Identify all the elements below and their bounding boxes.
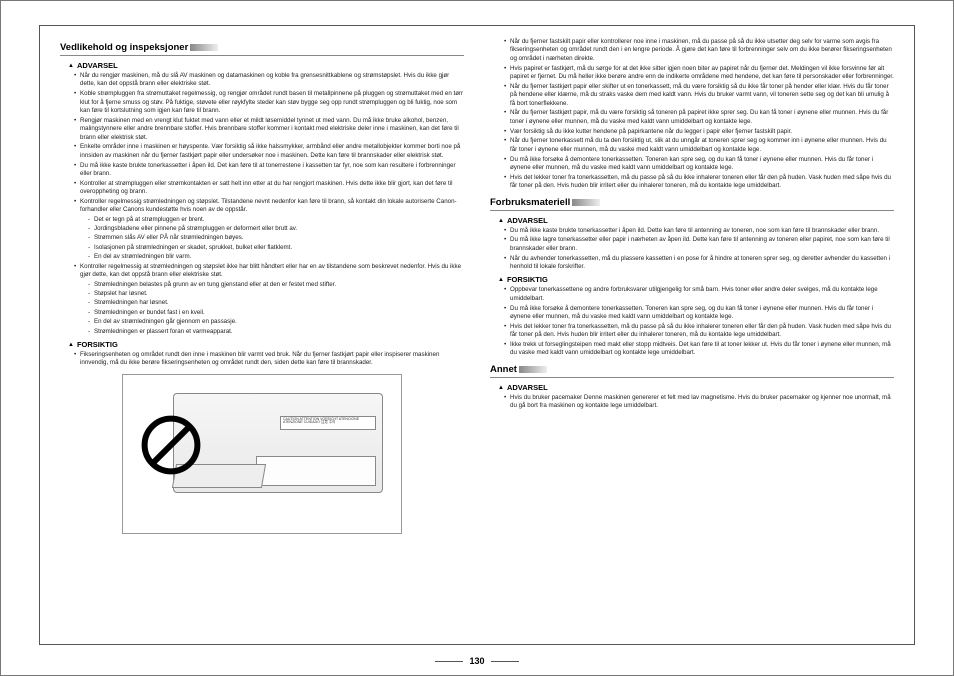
list-item-text: Kontroller regelmessig strømledningen og…: [80, 198, 457, 213]
list-item: Du må ikke kaste brukte tonerkassetter i…: [74, 162, 464, 179]
section-title-maintenance: Vedlikehold og inspeksjoner: [60, 42, 464, 56]
sub-item: En del av strømledningen går gjennom en …: [88, 318, 464, 326]
list-item: Fikseringsenheten og området rundt den i…: [74, 351, 464, 368]
warning-list: Hvis du bruker pacemaker Denne maskinen …: [490, 394, 894, 411]
list-item: Ikke trekk ut forseglingsteipen med makt…: [504, 341, 894, 358]
printer-panel: [256, 456, 376, 486]
list-item: Oppbevar tonerkassettene og andre forbru…: [504, 286, 894, 303]
sub-item: Jordingsbladene eller pinnene på strømpl…: [88, 225, 464, 233]
sub-item: Strømledningen er plassert foran et varm…: [88, 328, 464, 336]
list-item: Rengjør maskinen med en vrengt klut fukt…: [74, 117, 464, 142]
prohibition-icon: [141, 415, 201, 475]
caution-list: Oppbevar tonerkassettene og andre forbru…: [490, 286, 894, 357]
section-title-other: Annet: [490, 364, 894, 378]
warning-heading: ADVARSEL: [498, 216, 894, 225]
continuation-list: Når du fjerner fastskilt papir eller kon…: [490, 38, 894, 191]
title-gradient: [572, 199, 600, 206]
list-item: Koble strømpluggen fra strømuttaket rege…: [74, 90, 464, 115]
list-item: Du må ikke lagre tonerkassetter eller pa…: [504, 236, 894, 253]
list-item: Du må ikke forsøke å demontere tonerkass…: [504, 305, 894, 322]
right-column: Når du fjerner fastskilt papir eller kon…: [490, 36, 894, 638]
left-column: Vedlikehold og inspeksjoner ADVARSEL Når…: [60, 36, 464, 638]
title-gradient: [519, 366, 547, 373]
warning-heading: ADVARSEL: [68, 61, 464, 70]
sub-item: Strømledningen er bundet fast i en kveil…: [88, 309, 464, 317]
list-item: Når du fjerner tonerkassett må du ta den…: [504, 137, 894, 154]
section-title-text: Forbruksmateriell: [490, 197, 570, 208]
printer-body: CAUTION ATTENTION VORSICHT ATENCIONE ATE…: [173, 393, 383, 493]
printer-diagram: CAUTION ATTENTION VORSICHT ATENCIONE ATE…: [122, 374, 402, 534]
section-title-consumables: Forbruksmateriell: [490, 197, 894, 211]
manual-page: Vedlikehold og inspeksjoner ADVARSEL Når…: [0, 0, 954, 676]
caution-list: Fikseringsenheten og området rundt den i…: [60, 351, 464, 368]
list-item: Kontroller regelmessig at strømledningen…: [74, 263, 464, 336]
list-item: Du må ikke forsøke å demontere tonerkass…: [504, 156, 894, 173]
list-item: Når du fjerner fastkjørt papir eller ski…: [504, 83, 894, 108]
sub-item: Det er tegn på at strømpluggen er brent.: [88, 216, 464, 224]
warning-heading: ADVARSEL: [498, 383, 894, 392]
caution-heading: FORSIKTIG: [68, 340, 464, 349]
sub-list: Det er tegn på at strømpluggen er brent.…: [80, 216, 464, 262]
caution-heading: FORSIKTIG: [498, 275, 894, 284]
list-item: Kontroller at strømpluggen eller strømko…: [74, 180, 464, 197]
list-item: Hvis det lekker toner fra tonerkassetten…: [504, 323, 894, 340]
list-item: Enkelte områder inne i maskinen er høysp…: [74, 143, 464, 160]
list-item: Når du avhender tonerkassetten, må du pl…: [504, 255, 894, 272]
list-item: Hvis du bruker pacemaker Denne maskinen …: [504, 394, 894, 411]
list-item: Når du rengjør maskinen, må du slå AV ma…: [74, 72, 464, 89]
list-item: Når du fjerner fastskilt papir eller kon…: [504, 38, 894, 63]
list-item: Vær forsiktig så du ikke kutter hendene …: [504, 128, 894, 136]
sub-item: Støpslet har løsnet.: [88, 290, 464, 298]
list-item: Hvis det lekker toner fra tonerkassetten…: [504, 174, 894, 191]
sub-item: Strømmen slås AV eller PÅ når strømledni…: [88, 234, 464, 242]
sub-item: Strømledningen belastes på grunn av en t…: [88, 281, 464, 289]
list-item: Du må ikke kaste brukte tonerkassetter i…: [504, 227, 894, 235]
list-item: Hvis papiret er fastkjørt, må du sørge f…: [504, 65, 894, 82]
section-title-text: Annet: [490, 364, 517, 375]
title-gradient: [190, 44, 218, 51]
sub-list: Strømledningen belastes på grunn av en t…: [80, 281, 464, 336]
section-title-text: Vedlikehold og inspeksjoner: [60, 42, 188, 53]
list-item: Kontroller regelmessig strømledningen og…: [74, 198, 464, 262]
warning-list: Du må ikke kaste brukte tonerkassetter i…: [490, 227, 894, 272]
sub-item: Strømledningen har løsnet.: [88, 299, 464, 307]
page-number-wrap: 130: [1, 651, 953, 669]
list-item: Når du fjerner fastkjørt papir, må du væ…: [504, 109, 894, 126]
sub-item: En del av strømledningen blir varm.: [88, 253, 464, 261]
content-frame: Vedlikehold og inspeksjoner ADVARSEL Når…: [39, 25, 915, 645]
warning-list: Når du rengjør maskinen, må du slå AV ma…: [60, 72, 464, 336]
list-item-text: Kontroller regelmessig at strømledningen…: [80, 263, 461, 278]
page-number: 130: [423, 656, 530, 666]
sub-item: Isolasjonen på strømledningen er skadet,…: [88, 244, 464, 252]
caution-label: CAUTION ATTENTION VORSICHT ATENCIONE ATE…: [280, 416, 376, 430]
